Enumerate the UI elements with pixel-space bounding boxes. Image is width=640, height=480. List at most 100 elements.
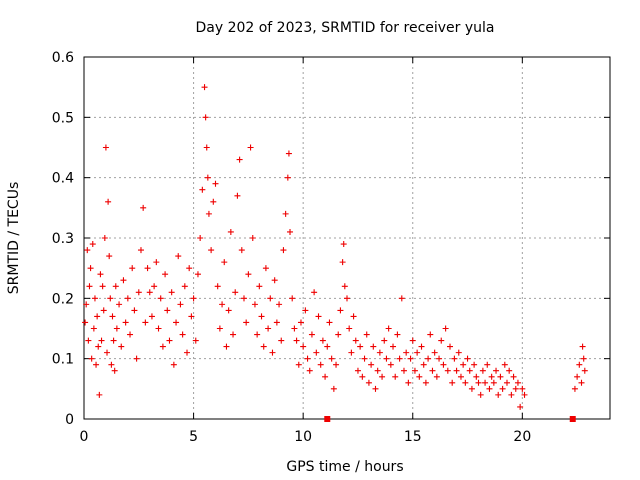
data-point (473, 373, 480, 380)
data-point (418, 343, 425, 350)
x-tick-label: 15 (404, 429, 422, 445)
data-point (148, 313, 155, 320)
data-point (153, 259, 160, 266)
data-point (230, 331, 237, 338)
data-point (394, 331, 401, 338)
data-point (216, 325, 223, 332)
data-point (482, 379, 489, 386)
data-point (111, 367, 118, 374)
data-point (97, 271, 104, 278)
baseline-marker (324, 416, 331, 422)
data-point (574, 373, 581, 380)
data-point (203, 144, 210, 151)
data-point (129, 265, 136, 272)
data-point (276, 301, 283, 308)
data-point (306, 367, 313, 374)
data-point (431, 349, 438, 356)
data-point (361, 355, 368, 362)
data-point (376, 349, 383, 356)
data-point (579, 343, 586, 350)
data-point (403, 349, 410, 356)
axis-ticks: 0 5 10 15 20 0 0.1 0.2 0.3 0.4 0.5 0.6 (52, 50, 610, 445)
y-tick-label: 0.5 (52, 110, 74, 126)
baseline-marker (569, 416, 576, 422)
data-point (254, 331, 261, 338)
data-point (186, 265, 193, 272)
data-point (344, 295, 350, 302)
x-tick-label: 0 (80, 429, 89, 445)
data-point (392, 373, 399, 380)
data-point (581, 367, 588, 374)
data-point (374, 367, 381, 374)
data-point (278, 337, 285, 344)
data-point (484, 361, 491, 368)
data-point (285, 150, 292, 157)
data-point (173, 319, 180, 326)
data-point (116, 301, 123, 308)
data-point (425, 355, 432, 362)
data-point (330, 385, 337, 392)
data-point (232, 289, 239, 296)
data-point (368, 361, 375, 368)
data-point (219, 301, 226, 308)
y-axis-label: SRMTID / TECUs (6, 182, 22, 295)
data-point (438, 337, 445, 344)
data-point (157, 295, 164, 302)
data-point (113, 325, 120, 332)
data-point (370, 343, 377, 350)
data-point (359, 373, 366, 380)
data-point (302, 307, 309, 314)
data-point (87, 265, 94, 272)
data-point (133, 355, 140, 362)
data-point (444, 367, 451, 374)
data-point (201, 84, 208, 91)
data-point (162, 271, 169, 278)
data-point (104, 349, 111, 356)
data-point (227, 228, 234, 235)
data-point (493, 367, 500, 374)
data-point (390, 343, 397, 350)
data-point (190, 295, 197, 302)
data-point (429, 367, 436, 374)
data-point (379, 373, 386, 380)
data-point (287, 228, 294, 235)
data-point (164, 307, 171, 314)
data-point (571, 385, 578, 392)
data-point (506, 367, 513, 374)
data-point (100, 307, 107, 314)
data-point (315, 313, 322, 320)
data-point (341, 283, 348, 290)
data-point (192, 337, 199, 344)
data-point (85, 337, 92, 344)
data-point (124, 295, 131, 302)
data-point (212, 180, 219, 187)
data-point (199, 186, 206, 193)
data-point (168, 289, 175, 296)
data-point (313, 349, 320, 356)
data-point (184, 349, 191, 356)
data-point (451, 355, 458, 362)
grid-lines (84, 57, 610, 419)
data-point (514, 379, 521, 386)
data-point (94, 313, 101, 320)
data-point (112, 283, 119, 290)
data-point (339, 259, 346, 266)
data-point (295, 361, 302, 368)
data-point (225, 307, 232, 314)
data-point (181, 283, 188, 290)
data-point (107, 295, 114, 302)
data-point (488, 373, 495, 380)
data-point (477, 391, 484, 398)
data-point (179, 331, 186, 338)
data-point (95, 343, 102, 350)
data-point (578, 379, 585, 386)
data-point (381, 337, 388, 344)
data-point (357, 343, 364, 350)
data-point (442, 325, 449, 332)
data-point (333, 361, 340, 368)
data-point (324, 343, 331, 350)
data-point (414, 349, 421, 356)
data-point (311, 289, 318, 296)
data-point (197, 235, 204, 241)
data-point (304, 355, 311, 362)
